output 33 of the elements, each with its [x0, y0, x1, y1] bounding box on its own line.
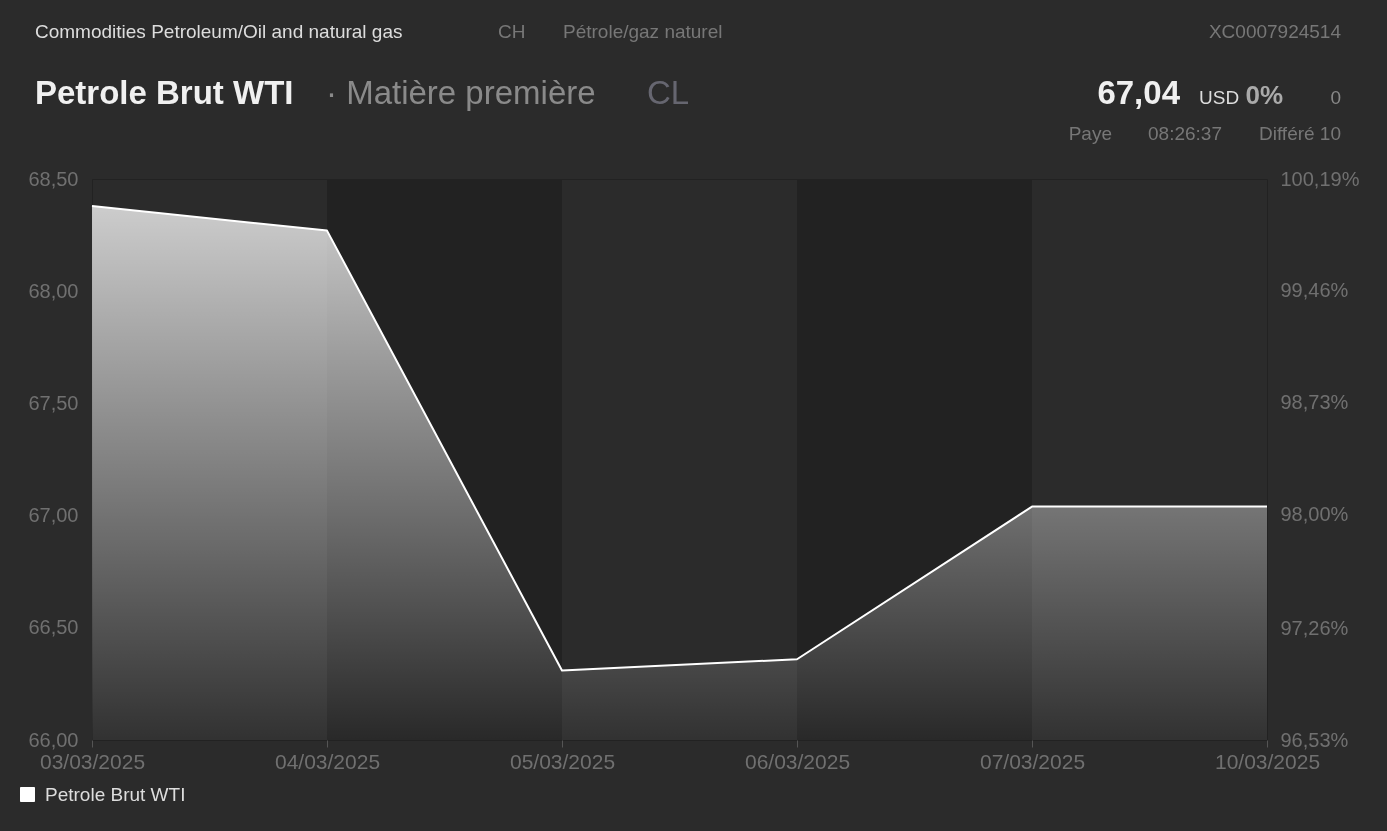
x-tick-label: 07/03/2025 [979, 749, 1086, 773]
text: 0% [1245, 80, 1283, 110]
text: 08:26:37 [1148, 123, 1222, 144]
text: Commodities Petroleum/Oil and natural gas [35, 21, 403, 42]
y2-tick-label: 99,46% [1280, 279, 1349, 302]
chart-title: Petrole Brut WTI [35, 74, 294, 111]
y-tick-label: 67,00 [28, 504, 79, 527]
text: CH [498, 21, 526, 42]
legend-label: Petrole Brut WTI [45, 783, 186, 805]
text: XC0007924514 [1208, 21, 1342, 42]
y2-tick-label: 98,73% [1280, 391, 1349, 414]
y2-tick-label: 98,00% [1280, 503, 1349, 526]
x-tick-label: 03/03/2025 [39, 749, 146, 773]
y-tick-label: 66,50 [28, 616, 79, 639]
text: · Matière première [326, 74, 596, 111]
x-tick-label: 10/03/2025 [1214, 749, 1321, 773]
text: Pétrole/gaz naturel [563, 21, 723, 42]
y-tick-label: 68,50 [28, 167, 79, 190]
text: USD [1199, 87, 1240, 108]
x-tick-label: 04/03/2025 [274, 749, 381, 773]
text: Paye [1068, 123, 1112, 144]
x-tick-label: 05/03/2025 [509, 749, 616, 773]
y2-tick-label: 96,53% [1280, 728, 1349, 751]
y2-tick-label: 97,26% [1280, 616, 1349, 639]
y2-tick-label: 100,19% [1280, 167, 1360, 190]
text: 0 [1330, 87, 1341, 108]
x-tick-label: 06/03/2025 [744, 749, 851, 773]
text: 67,04 [1097, 74, 1181, 111]
text: Différé 10 [1258, 123, 1341, 144]
text: CL [647, 74, 690, 111]
y-tick-label: 67,50 [28, 391, 79, 414]
y-tick-label: 68,00 [28, 279, 79, 302]
y-tick-label: 66,00 [28, 728, 79, 751]
